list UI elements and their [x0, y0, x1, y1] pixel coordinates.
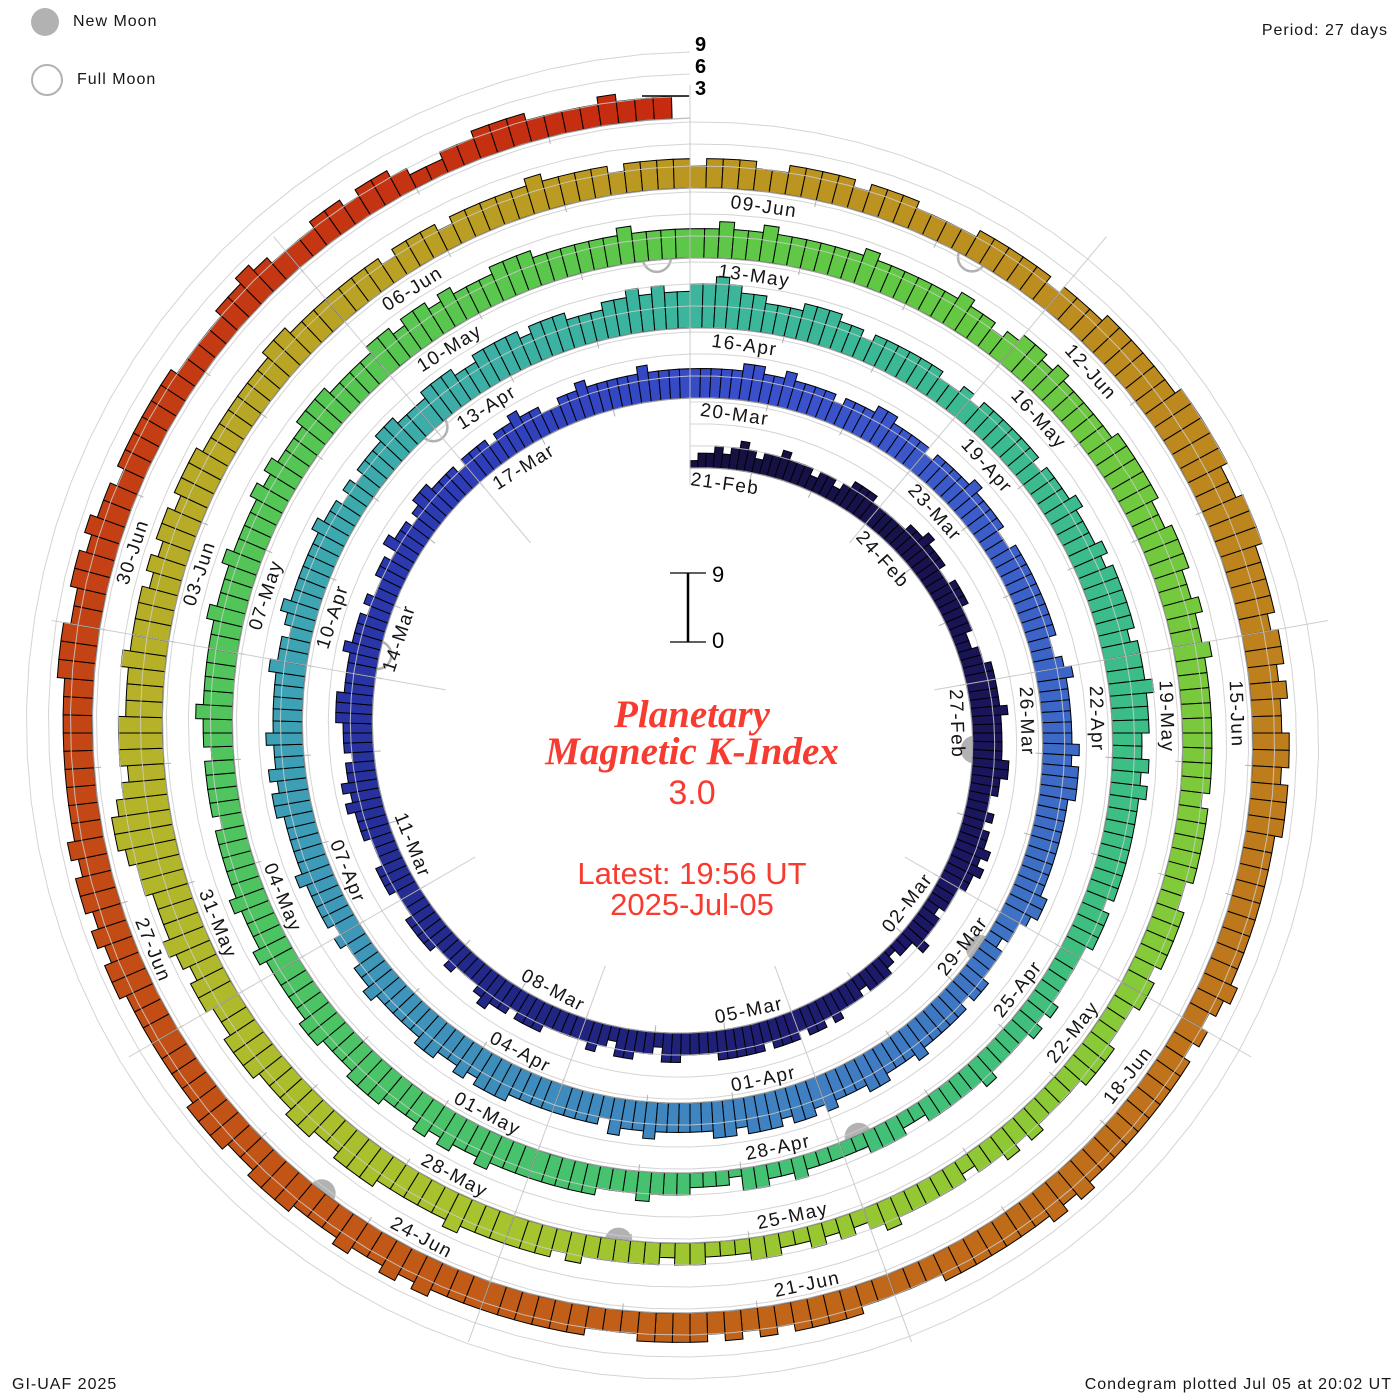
current-kp-value: 3.0	[668, 774, 716, 812]
inner-scale-min: 0	[712, 628, 725, 653]
date-label-26-Mar: 26-Mar	[1015, 686, 1038, 756]
plotted-timestamp: Condegram plotted Jul 05 at 20:02 UT	[1084, 1376, 1392, 1393]
inner-scale-max: 9	[712, 562, 725, 587]
new-moon-icon	[31, 8, 59, 36]
chart-title-line1: Planetary	[614, 693, 770, 736]
date-label-16-Apr: 16-Apr	[710, 331, 778, 361]
period-label: Period: 27 days	[1261, 22, 1388, 39]
date-label-19-May: 19-May	[1155, 680, 1179, 753]
chart-title-line2: Magnetic K-Index	[545, 730, 839, 773]
date-label-22-Apr: 22-Apr	[1085, 685, 1108, 752]
new-moon-label: New Moon	[73, 13, 158, 30]
date-label-27-Feb: 27-Feb	[945, 689, 968, 759]
legend-new-moon: New Moon	[31, 8, 157, 36]
date-label-15-Jun: 15-Jun	[1225, 680, 1248, 748]
latest-time: Latest: 19:56 UT	[577, 856, 807, 891]
credit-label: GI-UAF 2025	[12, 1376, 118, 1393]
inner-scale-bar	[670, 572, 706, 643]
ring-bars-09-Jun	[56, 93, 1290, 1343]
outer-scale-6: 6	[695, 56, 707, 78]
full-moon-icon	[31, 64, 63, 96]
legend-full-moon: Full Moon	[31, 64, 156, 96]
outer-scale-3: 3	[695, 78, 707, 100]
latest-date: 2025-Jul-05	[610, 887, 774, 922]
outer-scale-9: 9	[695, 34, 707, 56]
chart-title: Planetary Magnetic K-Index	[545, 693, 839, 773]
full-moon-label: Full Moon	[77, 71, 157, 88]
latest-readout: Latest: 19:56 UT 2025-Jul-05	[577, 858, 806, 920]
ring-bars-21-Feb	[335, 364, 1010, 1064]
date-label-09-Jun: 09-Jun	[729, 192, 798, 222]
date-label-21-Feb: 21-Feb	[689, 469, 760, 499]
grid-lines	[25, 51, 1329, 1380]
